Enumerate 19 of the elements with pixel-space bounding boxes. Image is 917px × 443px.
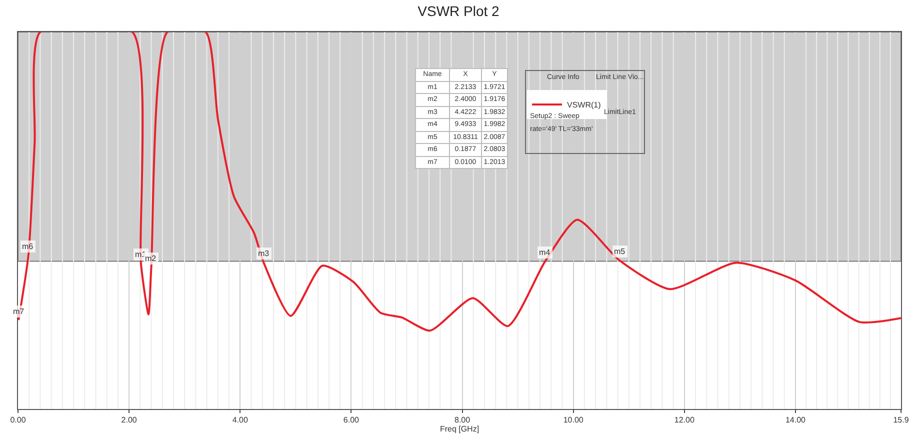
annotation: m4 [539,248,551,257]
annotation: m6 [22,242,34,251]
chart-title: VSWR Plot 2 [418,2,500,19]
annotation: m5 [614,247,626,256]
x-tick-label: 8.00 [454,416,471,425]
legend-label: VSWR(1) [567,100,602,110]
annotation: m2 [145,254,157,263]
annotation: m3 [258,249,270,258]
annotation: m1 [135,250,147,259]
x-tick-label: 15.9 [893,416,910,425]
x-axis-title: Freq [GHz] [440,424,480,434]
x-tick-label: 0.00 [10,416,26,425]
x-tick-label: 2.00 [121,416,138,425]
x-tick-label: 6.00 [343,416,360,425]
annotation: m7 [13,307,25,316]
x-tick-label: 10.00 [563,416,584,425]
x-tick-label: 4.00 [232,416,248,425]
x-tick-label: 12.00 [674,416,695,425]
x-tick-label: 14.00 [785,416,806,425]
